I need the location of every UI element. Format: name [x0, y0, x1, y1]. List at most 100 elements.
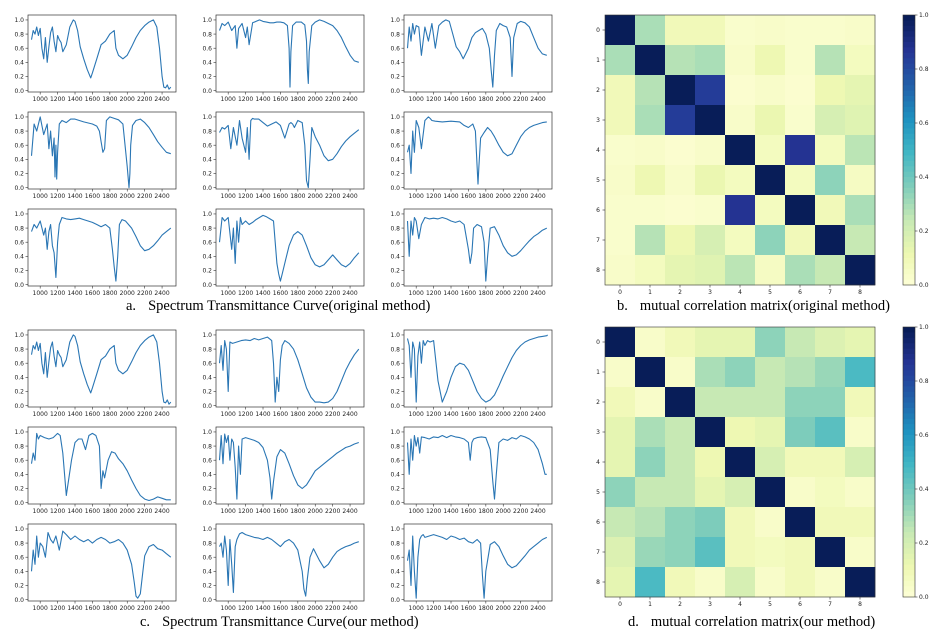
x-tick-label: 2200 [137, 290, 152, 297]
y-tick-label: 4 [596, 459, 600, 466]
y-tick-label: 0.2 [14, 268, 24, 275]
colorbar-segment [903, 128, 915, 135]
y-tick-label: 0.0 [14, 403, 24, 410]
x-tick-label: 2400 [154, 605, 169, 612]
heatmap-cell-b-6-0 [605, 195, 636, 226]
colorbar-segment [903, 327, 915, 333]
y-tick-label: 1.0 [390, 332, 400, 339]
x-tick-label: 2000 [496, 193, 511, 200]
y-tick-label: 8 [596, 267, 600, 274]
y-tick-label: 2 [596, 399, 600, 406]
heatmap-cell-d-1-7 [815, 357, 846, 388]
heatmap-cell-b-3-0 [605, 105, 636, 136]
heatmap-cell-d-1-3 [695, 357, 726, 388]
heatmap-cell-b-2-5 [755, 75, 786, 106]
heatmap-cell-b-2-7 [815, 75, 846, 106]
colorbar-segment [903, 375, 915, 382]
colorbar-segment [903, 516, 915, 522]
y-tick-label: 0 [596, 339, 600, 346]
x-tick-label: 1800 [478, 508, 493, 515]
x-tick-label: 2200 [513, 411, 528, 418]
x-tick-label: 2200 [513, 290, 528, 297]
y-tick-label: 1.0 [14, 114, 24, 121]
colorbar-segment [903, 386, 915, 393]
x-tick-label: 2400 [154, 508, 169, 515]
x-tick-label: 2400 [154, 290, 169, 297]
y-tick-label: 0.8 [14, 31, 24, 38]
x-tick-label: 4 [738, 601, 742, 608]
x-tick-label: 2200 [513, 605, 528, 612]
colorbar-tick-label: 0.2 [919, 228, 929, 235]
heatmap-cell-d-6-1 [635, 507, 666, 538]
y-tick-label: 0.8 [390, 346, 400, 353]
colorbar-segment [903, 505, 915, 511]
y-tick-label: 0.4 [390, 569, 400, 576]
colorbar-tick-label: 0.2 [919, 540, 929, 547]
x-tick-label: 1400 [443, 411, 458, 418]
y-tick-label: 0.6 [390, 360, 400, 367]
y-tick-label: 0.2 [14, 486, 24, 493]
y-tick-label: 0.6 [202, 457, 212, 464]
heatmap-cell-b-5-2 [665, 165, 696, 196]
heatmap-cell-d-4-0 [605, 447, 636, 478]
heatmap-cell-d-6-8 [845, 507, 876, 538]
heatmap-cell-b-6-2 [665, 195, 696, 226]
colorbar-tick-label: 0.8 [919, 66, 929, 73]
heatmap-cell-d-8-8 [845, 567, 876, 598]
colorbar-segment [903, 177, 915, 183]
heatmap-cell-d-2-0 [605, 387, 636, 418]
heatmap-cell-d-0-4 [725, 327, 756, 358]
panel-frame [27, 208, 177, 287]
x-tick-label: 1400 [255, 96, 270, 103]
y-tick-label: 0.8 [390, 443, 400, 450]
heatmap-cell-b-2-4 [725, 75, 756, 106]
colorbar-segment [903, 580, 915, 587]
y-tick-label: 1 [596, 369, 600, 376]
y-tick-label: 1.0 [14, 332, 24, 339]
colorbar-segment [903, 96, 915, 102]
y-tick-label: 0.8 [14, 540, 24, 547]
x-tick-label: 7 [828, 601, 832, 608]
y-tick-label: 0.6 [390, 239, 400, 246]
y-tick-label: 0.4 [390, 472, 400, 479]
y-tick-label: 0.2 [202, 74, 212, 81]
panel-a8: 0.0 0.2 0.4 0.6 0.8 1.0 1000 1200 1400 1600 1800 20… [202, 208, 365, 297]
x-tick-label: 6 [798, 289, 802, 296]
y-tick-label: 0.0 [202, 597, 212, 604]
heatmap-cell-d-5-4 [725, 477, 756, 508]
y-tick-label: 0.8 [14, 443, 24, 450]
heatmap-cell-d-3-0 [605, 417, 636, 448]
heatmap-cell-b-7-4 [725, 225, 756, 256]
x-tick-label: 4 [738, 289, 742, 296]
heatmap-cell-d-0-6 [785, 327, 816, 358]
y-tick-label: 0.0 [202, 185, 212, 192]
y-tick-label: 5 [596, 177, 600, 184]
x-tick-label: 2000 [496, 605, 511, 612]
heatmap-cell-d-3-6 [785, 417, 816, 448]
caption-b: b. mutual correlation matrix(original met… [617, 298, 890, 315]
y-tick-label: 0.0 [14, 185, 24, 192]
x-tick-label: 1800 [290, 290, 305, 297]
colorbar-segment [903, 494, 915, 501]
heatmap-cell-d-5-8 [845, 477, 876, 508]
heatmap-cell-b-6-4 [725, 195, 756, 226]
x-tick-label: 1800 [478, 193, 493, 200]
y-tick-label: 0.8 [202, 346, 212, 353]
y-tick-label: 0.4 [202, 60, 212, 67]
panel-frame [27, 111, 177, 190]
x-tick-label: 1600 [85, 508, 100, 515]
heatmap-cell-b-4-5 [755, 135, 786, 166]
heatmap-cell-b-6-5 [755, 195, 786, 226]
heatmap-cell-d-4-7 [815, 447, 846, 478]
colorbar-segment [903, 209, 915, 216]
colorbar-segment [903, 139, 915, 145]
x-tick-label: 2200 [513, 193, 528, 200]
x-tick-label: 2400 [530, 193, 545, 200]
heatmap-cell-b-4-7 [815, 135, 846, 166]
colorbar-segment [903, 526, 915, 533]
x-tick-label: 1200 [426, 96, 441, 103]
y-tick-label: 0.2 [202, 171, 212, 178]
heatmap-cell-b-8-4 [725, 255, 756, 286]
x-tick-label: 2200 [137, 605, 152, 612]
x-tick-label: 1600 [85, 193, 100, 200]
